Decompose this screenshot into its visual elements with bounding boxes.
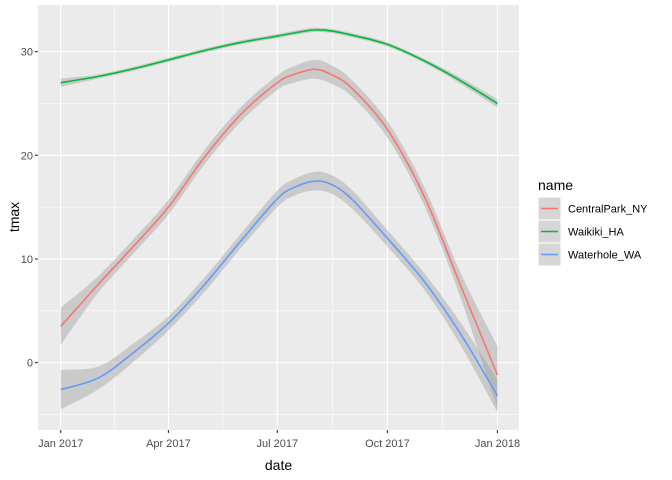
grid-major: [38, 5, 519, 430]
y-tick-label: 0: [27, 358, 33, 370]
x-tick-label: Oct 2017: [365, 438, 410, 450]
legend-label-CentralPark_NY: CentralPark_NY: [568, 204, 648, 216]
y-tick-label: 10: [21, 254, 33, 266]
confidence-ribbons: [60, 27, 498, 413]
legend-title: name: [538, 177, 573, 193]
y-axis-title: tmax: [6, 202, 22, 232]
plot-panel: [38, 5, 519, 430]
ribbon-CentralPark_NY: [60, 59, 498, 410]
y-tick-label: 30: [21, 47, 33, 59]
y-tick-label: 20: [21, 150, 33, 162]
ribbon-Waterhole_WA: [60, 171, 498, 413]
legend: name CentralPark_NY Waikiki_HA Waterhole_W…: [537, 177, 648, 267]
x-axis-title: date: [265, 457, 292, 473]
line-Waikiki_HA: [60, 28, 498, 105]
series-lines: [60, 28, 499, 397]
legend-label-Waikiki_HA: Waikiki_HA: [568, 227, 624, 239]
line-CentralPark_NY: [60, 68, 499, 376]
legend-label-Waterhole_WA: Waterhole_WA: [568, 250, 642, 262]
x-tick-label: Apr 2017: [146, 438, 191, 450]
x-tick-label: Jan 2017: [38, 438, 83, 450]
x-tick-label: Jan 2018: [475, 438, 520, 450]
axes: Jan 2017 Apr 2017 Jul 2017 Oct 2017 Jan 2018…: [21, 47, 520, 450]
x-tick-label: Jul 2017: [257, 438, 299, 450]
line-Waterhole_WA: [60, 180, 499, 397]
